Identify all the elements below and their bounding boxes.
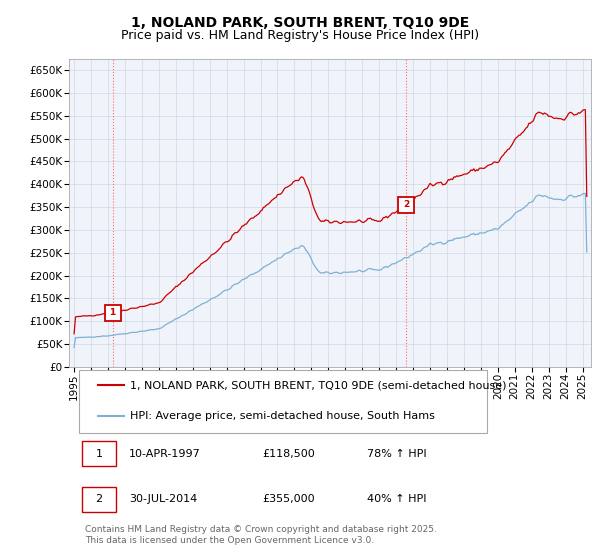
Text: £355,000: £355,000 bbox=[262, 494, 315, 504]
Text: 1, NOLAND PARK, SOUTH BRENT, TQ10 9DE (semi-detached house): 1, NOLAND PARK, SOUTH BRENT, TQ10 9DE (s… bbox=[130, 380, 506, 390]
Text: HPI: Average price, semi-detached house, South Hams: HPI: Average price, semi-detached house,… bbox=[130, 410, 435, 421]
Text: 30-JUL-2014: 30-JUL-2014 bbox=[129, 494, 197, 504]
Text: Price paid vs. HM Land Registry's House Price Index (HPI): Price paid vs. HM Land Registry's House … bbox=[121, 29, 479, 42]
Text: Contains HM Land Registry data © Crown copyright and database right 2025.
This d: Contains HM Land Registry data © Crown c… bbox=[85, 525, 437, 545]
Text: 10-APR-1997: 10-APR-1997 bbox=[129, 449, 201, 459]
Text: £118,500: £118,500 bbox=[262, 449, 315, 459]
Text: 1: 1 bbox=[109, 308, 116, 317]
Text: 1: 1 bbox=[95, 449, 103, 459]
FancyBboxPatch shape bbox=[82, 441, 116, 466]
Text: 2: 2 bbox=[95, 494, 103, 504]
Text: 78% ↑ HPI: 78% ↑ HPI bbox=[367, 449, 426, 459]
Text: 1, NOLAND PARK, SOUTH BRENT, TQ10 9DE: 1, NOLAND PARK, SOUTH BRENT, TQ10 9DE bbox=[131, 16, 469, 30]
Text: 40% ↑ HPI: 40% ↑ HPI bbox=[367, 494, 426, 504]
Text: 2: 2 bbox=[403, 200, 409, 209]
FancyBboxPatch shape bbox=[82, 487, 116, 512]
FancyBboxPatch shape bbox=[79, 370, 487, 432]
